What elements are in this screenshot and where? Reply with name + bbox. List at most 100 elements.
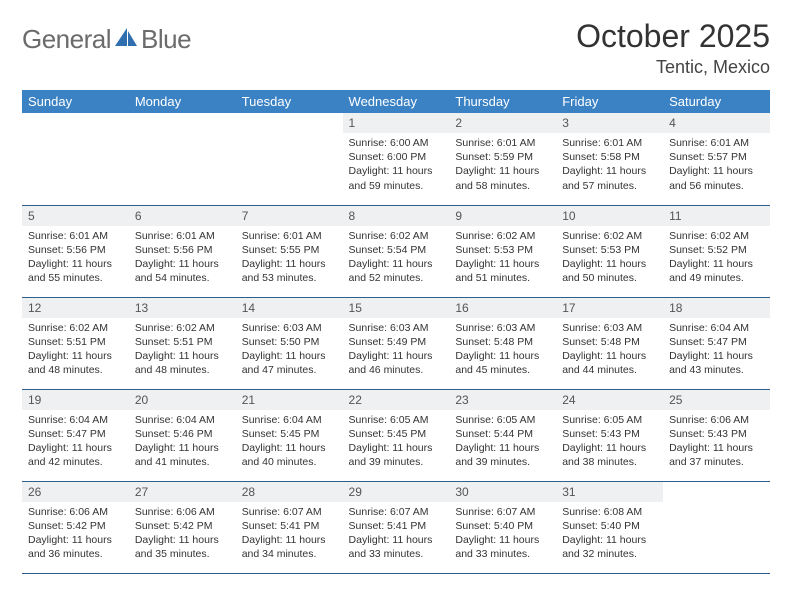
calendar-cell: 18Sunrise: 6:04 AMSunset: 5:47 PMDayligh… <box>663 297 770 389</box>
daylight-line2: and 46 minutes. <box>349 363 444 377</box>
daylight-line1: Daylight: 11 hours <box>28 349 123 363</box>
sunset-line: Sunset: 5:50 PM <box>242 335 337 349</box>
daylight-line1: Daylight: 11 hours <box>28 257 123 271</box>
daylight-line1: Daylight: 11 hours <box>242 349 337 363</box>
day-number: 11 <box>663 206 770 226</box>
sunset-line: Sunset: 5:40 PM <box>562 519 657 533</box>
sunset-line: Sunset: 5:54 PM <box>349 243 444 257</box>
calendar-cell: 27Sunrise: 6:06 AMSunset: 5:42 PMDayligh… <box>129 481 236 573</box>
sunrise-line: Sunrise: 6:04 AM <box>669 321 764 335</box>
daylight-line2: and 59 minutes. <box>349 179 444 193</box>
sunset-line: Sunset: 5:51 PM <box>135 335 230 349</box>
calendar-cell: 7Sunrise: 6:01 AMSunset: 5:55 PMDaylight… <box>236 205 343 297</box>
daylight-line1: Daylight: 11 hours <box>349 349 444 363</box>
weekday-sunday: Sunday <box>22 90 129 113</box>
sunrise-line: Sunrise: 6:02 AM <box>28 321 123 335</box>
daylight-line1: Daylight: 11 hours <box>455 349 550 363</box>
calendar-cell: 20Sunrise: 6:04 AMSunset: 5:46 PMDayligh… <box>129 389 236 481</box>
daylight-line1: Daylight: 11 hours <box>562 441 657 455</box>
sunset-line: Sunset: 5:53 PM <box>562 243 657 257</box>
calendar-cell: .. <box>236 113 343 205</box>
daylight-line1: Daylight: 11 hours <box>135 257 230 271</box>
day-number: 28 <box>236 482 343 502</box>
sunset-line: Sunset: 5:56 PM <box>135 243 230 257</box>
daylight-line2: and 40 minutes. <box>242 455 337 469</box>
day-number: 7 <box>236 206 343 226</box>
daylight-line1: Daylight: 11 hours <box>135 533 230 547</box>
daylight-line2: and 34 minutes. <box>242 547 337 561</box>
day-details: Sunrise: 6:01 AMSunset: 5:59 PMDaylight:… <box>449 133 556 197</box>
calendar-cell: 6Sunrise: 6:01 AMSunset: 5:56 PMDaylight… <box>129 205 236 297</box>
sunset-line: Sunset: 5:41 PM <box>242 519 337 533</box>
weekday-tuesday: Tuesday <box>236 90 343 113</box>
sunrise-line: Sunrise: 6:03 AM <box>242 321 337 335</box>
sunrise-line: Sunrise: 6:01 AM <box>242 229 337 243</box>
day-details: Sunrise: 6:06 AMSunset: 5:42 PMDaylight:… <box>129 502 236 566</box>
sunset-line: Sunset: 5:53 PM <box>455 243 550 257</box>
calendar-cell: 13Sunrise: 6:02 AMSunset: 5:51 PMDayligh… <box>129 297 236 389</box>
calendar-week: ......1Sunrise: 6:00 AMSunset: 6:00 PMDa… <box>22 113 770 205</box>
day-number: 26 <box>22 482 129 502</box>
weekday-friday: Friday <box>556 90 663 113</box>
sunset-line: Sunset: 5:43 PM <box>669 427 764 441</box>
day-details: Sunrise: 6:02 AMSunset: 5:53 PMDaylight:… <box>449 226 556 290</box>
day-details: Sunrise: 6:07 AMSunset: 5:40 PMDaylight:… <box>449 502 556 566</box>
calendar-cell: .. <box>22 113 129 205</box>
day-number: 4 <box>663 113 770 133</box>
calendar-cell: 4Sunrise: 6:01 AMSunset: 5:57 PMDaylight… <box>663 113 770 205</box>
day-number: 29 <box>343 482 450 502</box>
day-number: 9 <box>449 206 556 226</box>
daylight-line1: Daylight: 11 hours <box>349 533 444 547</box>
sunset-line: Sunset: 5:59 PM <box>455 150 550 164</box>
logo-text-general: General <box>22 24 111 55</box>
sunset-line: Sunset: 5:55 PM <box>242 243 337 257</box>
calendar-cell: .. <box>663 481 770 573</box>
daylight-line1: Daylight: 11 hours <box>562 164 657 178</box>
day-details: Sunrise: 6:01 AMSunset: 5:57 PMDaylight:… <box>663 133 770 197</box>
calendar-cell: 2Sunrise: 6:01 AMSunset: 5:59 PMDaylight… <box>449 113 556 205</box>
daylight-line2: and 33 minutes. <box>349 547 444 561</box>
daylight-line1: Daylight: 11 hours <box>349 257 444 271</box>
calendar-cell: 22Sunrise: 6:05 AMSunset: 5:45 PMDayligh… <box>343 389 450 481</box>
daylight-line2: and 45 minutes. <box>455 363 550 377</box>
day-details: Sunrise: 6:05 AMSunset: 5:44 PMDaylight:… <box>449 410 556 474</box>
weekday-header-row: SundayMondayTuesdayWednesdayThursdayFrid… <box>22 90 770 113</box>
daylight-line2: and 39 minutes. <box>455 455 550 469</box>
sunrise-line: Sunrise: 6:07 AM <box>455 505 550 519</box>
day-details: Sunrise: 6:03 AMSunset: 5:50 PMDaylight:… <box>236 318 343 382</box>
day-number: 10 <box>556 206 663 226</box>
sunrise-line: Sunrise: 6:07 AM <box>349 505 444 519</box>
day-details: Sunrise: 6:02 AMSunset: 5:51 PMDaylight:… <box>22 318 129 382</box>
day-number: 15 <box>343 298 450 318</box>
day-number: 6 <box>129 206 236 226</box>
sunrise-line: Sunrise: 6:05 AM <box>349 413 444 427</box>
sunrise-line: Sunrise: 6:03 AM <box>455 321 550 335</box>
daylight-line2: and 58 minutes. <box>455 179 550 193</box>
day-details: Sunrise: 6:06 AMSunset: 5:43 PMDaylight:… <box>663 410 770 474</box>
day-details: Sunrise: 6:00 AMSunset: 6:00 PMDaylight:… <box>343 133 450 197</box>
day-number: 12 <box>22 298 129 318</box>
daylight-line2: and 53 minutes. <box>242 271 337 285</box>
calendar-week: 26Sunrise: 6:06 AMSunset: 5:42 PMDayligh… <box>22 481 770 573</box>
day-number: 14 <box>236 298 343 318</box>
weekday-thursday: Thursday <box>449 90 556 113</box>
sunset-line: Sunset: 5:42 PM <box>135 519 230 533</box>
daylight-line1: Daylight: 11 hours <box>242 441 337 455</box>
day-details: Sunrise: 6:02 AMSunset: 5:52 PMDaylight:… <box>663 226 770 290</box>
daylight-line1: Daylight: 11 hours <box>669 441 764 455</box>
header: General Blue October 2025 Tentic, Mexico <box>22 18 770 78</box>
calendar-cell: 5Sunrise: 6:01 AMSunset: 5:56 PMDaylight… <box>22 205 129 297</box>
daylight-line1: Daylight: 11 hours <box>28 533 123 547</box>
sunset-line: Sunset: 5:40 PM <box>455 519 550 533</box>
day-number: 18 <box>663 298 770 318</box>
daylight-line2: and 33 minutes. <box>455 547 550 561</box>
title-block: October 2025 Tentic, Mexico <box>576 18 770 78</box>
day-details: Sunrise: 6:03 AMSunset: 5:48 PMDaylight:… <box>449 318 556 382</box>
daylight-line1: Daylight: 11 hours <box>455 533 550 547</box>
day-number: 13 <box>129 298 236 318</box>
day-details: Sunrise: 6:06 AMSunset: 5:42 PMDaylight:… <box>22 502 129 566</box>
daylight-line1: Daylight: 11 hours <box>135 349 230 363</box>
day-number: 5 <box>22 206 129 226</box>
daylight-line2: and 55 minutes. <box>28 271 123 285</box>
daylight-line1: Daylight: 11 hours <box>349 441 444 455</box>
